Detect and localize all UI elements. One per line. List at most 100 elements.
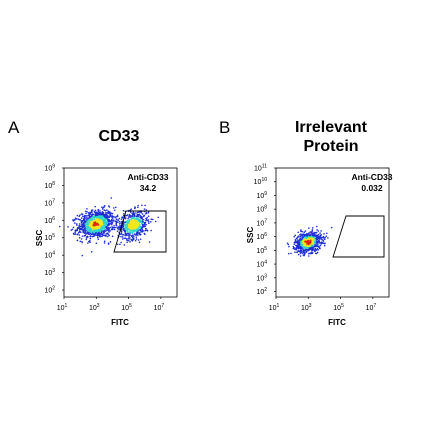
event-dot	[105, 218, 108, 221]
event-dot	[95, 234, 98, 237]
event-dot	[141, 204, 143, 207]
event-dot	[110, 220, 112, 222]
event-dot	[136, 218, 139, 221]
event-dot	[132, 215, 134, 217]
event-dot	[118, 227, 121, 229]
event-dot	[296, 244, 299, 246]
event-dot	[144, 221, 147, 224]
event-dot	[96, 236, 99, 239]
event-dot	[87, 219, 90, 221]
event-dot	[125, 223, 128, 225]
event-dot	[296, 251, 298, 254]
event-dot	[137, 228, 140, 231]
event-dot	[127, 239, 130, 242]
event-dot	[310, 235, 313, 238]
event-dot	[105, 224, 108, 227]
event-dot	[300, 230, 302, 233]
event-dot	[105, 234, 107, 237]
y-tick-label: 108	[44, 181, 55, 190]
plot-b-gate	[332, 215, 385, 258]
event-dot	[306, 235, 309, 237]
event-dot	[118, 225, 120, 228]
event-dot	[303, 254, 306, 256]
event-dot	[119, 243, 121, 246]
event-dot	[304, 240, 307, 243]
event-dot	[128, 222, 130, 224]
event-dot	[111, 214, 113, 217]
plot-a-gate-name: Anti-CD33	[127, 172, 168, 182]
event-dot	[296, 240, 299, 243]
event-dot	[77, 231, 80, 234]
event-dot	[87, 229, 89, 232]
event-dot	[127, 229, 129, 231]
event-dot	[117, 219, 120, 221]
event-dot	[108, 216, 111, 219]
plot-b-gate-name: Anti-CD33	[351, 172, 392, 182]
event-dot	[302, 249, 304, 251]
event-dot	[134, 206, 136, 208]
event-dot	[84, 223, 87, 226]
event-dot	[303, 247, 306, 249]
event-dot	[72, 220, 75, 222]
event-dot	[147, 215, 150, 217]
event-dot	[115, 222, 117, 225]
event-dot	[139, 227, 141, 229]
event-dot	[80, 217, 83, 219]
event-dot	[86, 231, 89, 234]
event-dot	[315, 237, 318, 240]
event-dot	[93, 233, 95, 236]
event-dot	[145, 209, 147, 211]
panel-letter-b: B	[219, 118, 230, 137]
event-dot	[121, 233, 124, 236]
event-dot	[298, 241, 301, 244]
event-dot	[97, 209, 99, 211]
plot-a-gate-value: 34.2	[140, 183, 157, 193]
event-dot	[123, 237, 126, 239]
event-dot	[116, 227, 119, 230]
event-dot	[135, 236, 138, 238]
event-dot	[309, 231, 312, 233]
event-dot	[129, 220, 133, 223]
event-dot	[308, 227, 310, 229]
event-dot	[135, 212, 137, 214]
event-dot	[104, 230, 107, 232]
event-dot	[134, 223, 137, 227]
event-dot	[324, 236, 326, 239]
event-dot	[83, 221, 86, 224]
event-dot	[87, 242, 89, 244]
event-dot	[115, 224, 118, 227]
event-dot	[104, 213, 107, 216]
event-dot	[101, 230, 103, 233]
event-dot	[315, 244, 318, 247]
event-dot	[144, 233, 146, 236]
y-tick-label: 1010	[254, 177, 268, 186]
event-dot	[103, 205, 106, 207]
event-dot	[124, 232, 127, 235]
event-dot	[126, 238, 128, 240]
event-dot	[96, 215, 99, 218]
event-dot	[300, 240, 302, 243]
event-dot	[126, 241, 128, 243]
event-dot	[134, 229, 137, 232]
event-dot	[137, 214, 140, 216]
event-dot	[97, 232, 100, 235]
event-dot	[78, 236, 81, 239]
event-dot	[91, 217, 93, 220]
event-dot	[145, 212, 148, 215]
event-dot	[133, 221, 137, 224]
event-dot	[76, 228, 79, 230]
event-dot	[86, 210, 88, 213]
event-dot	[147, 219, 150, 221]
event-dot	[76, 223, 78, 225]
event-dot	[298, 244, 300, 247]
event-dot	[125, 214, 128, 217]
event-dot	[311, 229, 314, 231]
event-dot	[86, 235, 89, 238]
event-dot	[78, 234, 81, 236]
y-tick-label: 102	[256, 287, 267, 296]
event-dot	[76, 224, 78, 226]
event-dot	[98, 222, 101, 225]
event-dot	[98, 213, 101, 215]
event-dot	[131, 226, 135, 230]
event-dot	[120, 218, 123, 220]
